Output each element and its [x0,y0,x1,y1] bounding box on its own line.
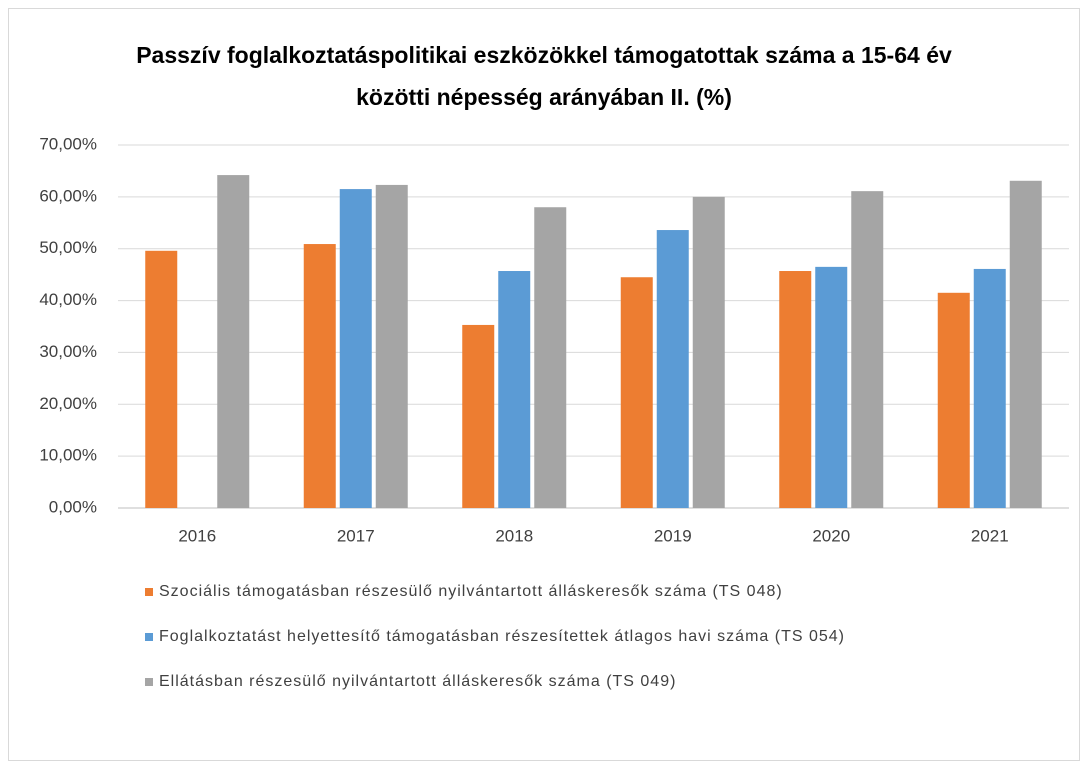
legend: Szociális támogatásban részesülő nyilván… [145,578,845,713]
y-tick-label: 40,00% [39,290,97,309]
x-tick-label: 2016 [178,526,216,545]
bar [217,175,250,508]
y-tick-label: 70,00% [39,134,97,153]
legend-item: Foglalkoztatást helyettesítő támogatásba… [145,623,845,650]
bar [815,266,848,508]
bar [937,292,970,508]
bar [498,271,531,508]
x-tick-label: 2018 [495,526,533,545]
bar [1009,180,1042,508]
bar [620,277,653,508]
bar [973,268,1006,508]
x-tick-label: 2021 [971,526,1009,545]
legend-label: Szociális támogatásban részesülő nyilván… [159,583,783,600]
bar [303,244,336,508]
chart-title: Passzív foglalkoztatáspolitikai eszközök… [136,42,952,110]
x-tick-label: 2019 [654,526,692,545]
x-tick-label: 2017 [337,526,375,545]
bar [851,191,884,508]
chart-frame [8,8,1080,761]
y-tick-label: 20,00% [39,394,97,413]
bar [462,324,495,508]
legend-swatch [145,633,153,641]
legend-label: Ellátásban részesülő nyilvántartott állá… [159,673,677,690]
legend-swatch [145,678,153,686]
y-tick-label: 30,00% [39,342,97,361]
legend-item: Szociális támogatásban részesülő nyilván… [145,578,845,605]
y-tick-label: 60,00% [39,186,97,205]
bar [692,196,725,508]
y-tick-label: 10,00% [39,446,97,465]
bar [375,184,408,508]
bar [779,271,812,508]
x-tick-label: 2020 [812,526,850,545]
legend-label: Foglalkoztatást helyettesítő támogatásba… [159,628,845,645]
bar [656,230,689,508]
y-tick-label: 50,00% [39,238,97,257]
bar [534,207,567,508]
bar [339,189,372,509]
y-tick-label: 0,00% [49,497,97,516]
bar [145,250,178,508]
legend-swatch [145,588,153,596]
legend-item: Ellátásban részesülő nyilvántartott állá… [145,668,845,695]
